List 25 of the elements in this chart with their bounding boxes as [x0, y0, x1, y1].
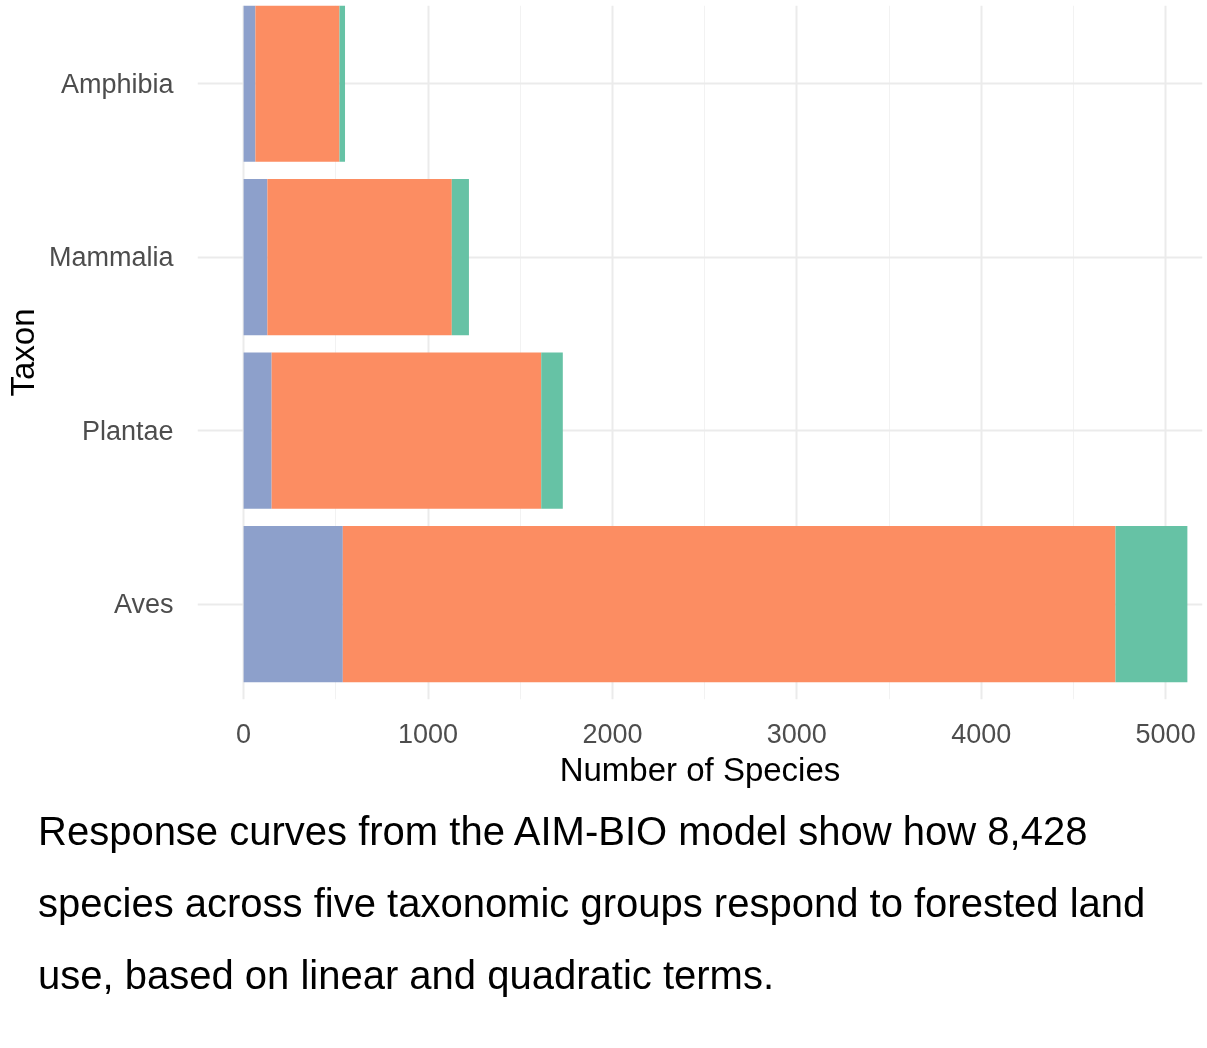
x-tick-label: 1000 — [397, 718, 459, 749]
y-tick-label: Mammalia — [48, 242, 175, 273]
bar — [271, 352, 542, 509]
bar — [541, 352, 563, 509]
x-tick-label: 4000 — [951, 718, 1012, 749]
bar — [243, 352, 272, 509]
x-axis-title: Number of Species — [559, 750, 841, 788]
bar — [339, 5, 346, 162]
x-tick-label: 2000 — [582, 718, 643, 749]
x-tick-label: 5000 — [1135, 718, 1196, 749]
bar — [451, 179, 469, 336]
text: Response curves from the AIM-BIO model show how 8,428 species across five taxonomic groups respond to forested land use, based on linear and quadratic terms. — [38, 808, 1147, 999]
x-tick-label: 0 — [236, 718, 252, 749]
y-tick-label: Aves — [113, 589, 174, 620]
y-tick-label: Amphibia — [60, 68, 175, 99]
bar — [243, 526, 343, 683]
bar — [267, 179, 452, 336]
bar — [1115, 526, 1188, 683]
bar — [243, 179, 268, 336]
bar — [243, 5, 256, 162]
y-tick-label: Plantae — [81, 415, 174, 446]
x-tick-label: 3000 — [766, 718, 827, 749]
y-axis-title: Taxon — [3, 308, 41, 397]
bar — [255, 5, 340, 162]
bar — [342, 526, 1116, 683]
